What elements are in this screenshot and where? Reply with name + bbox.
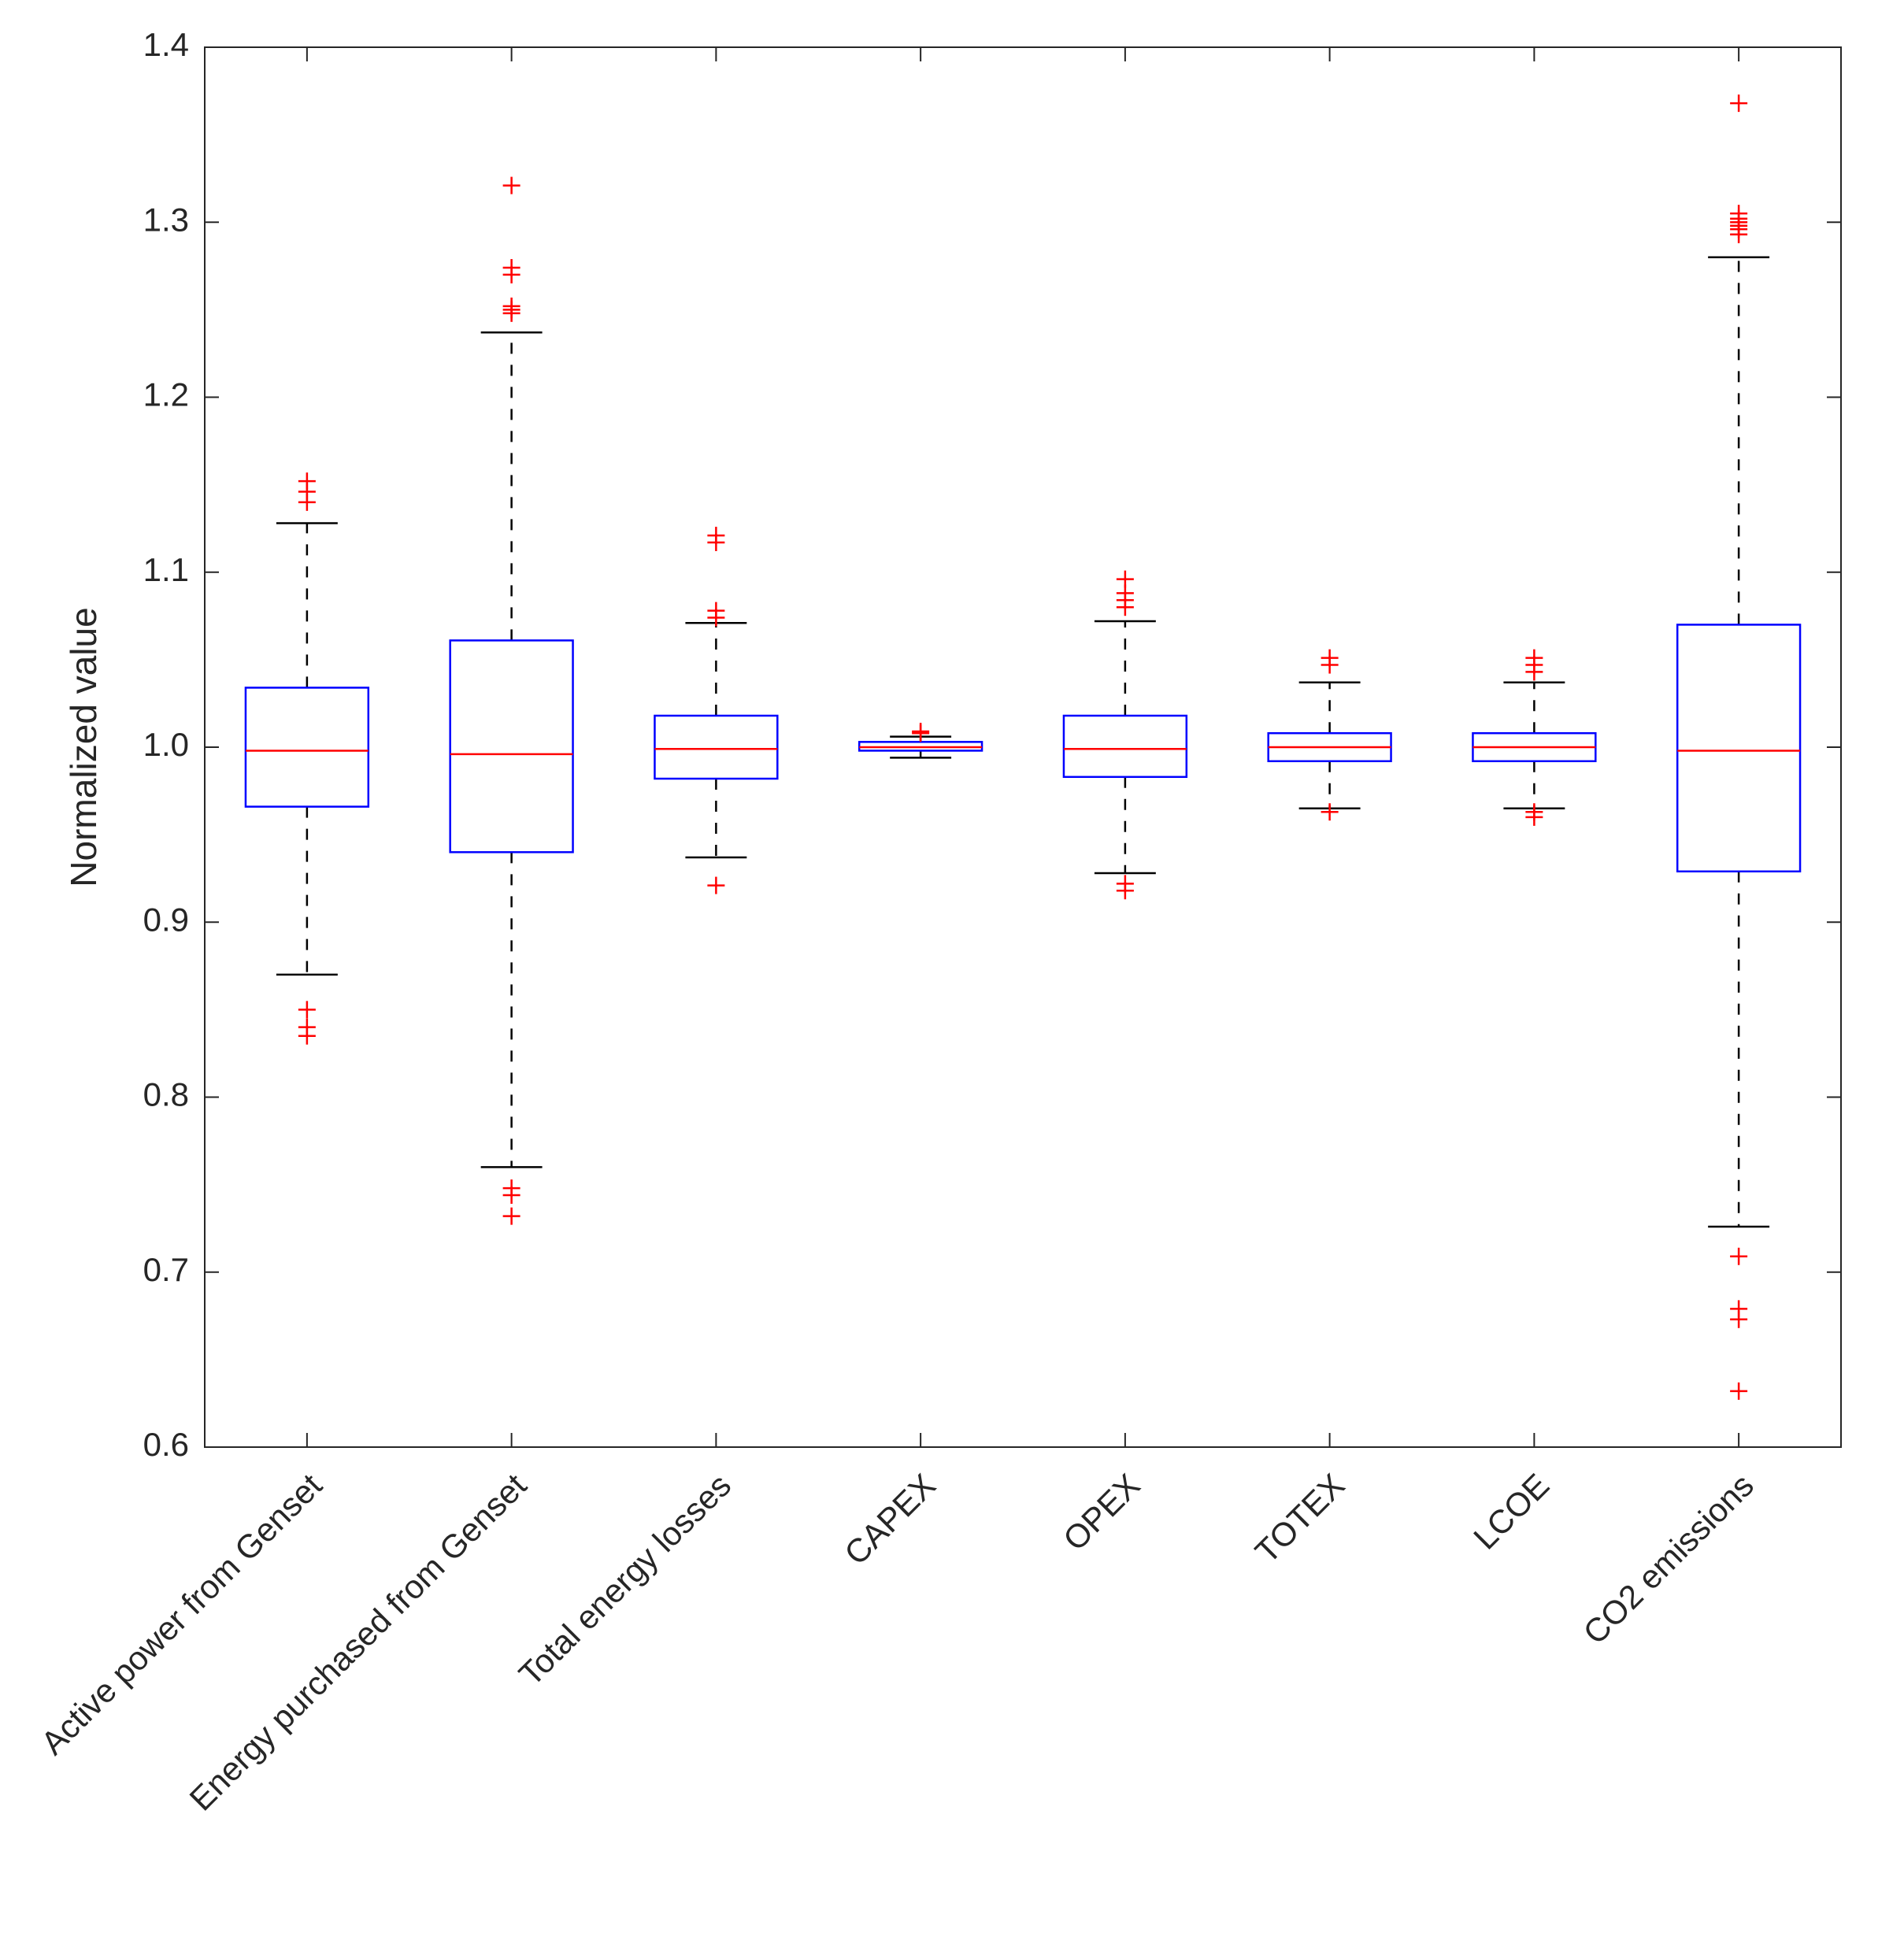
y-tick-label: 1.4 xyxy=(143,26,189,63)
y-tick-label: 0.6 xyxy=(143,1426,189,1463)
y-tick-label: 1.1 xyxy=(143,551,189,588)
y-tick-label: 1.3 xyxy=(143,201,189,238)
y-tick-label: 1.2 xyxy=(143,376,189,413)
y-tick-label: 0.8 xyxy=(143,1076,189,1113)
chart-svg: 0.60.70.80.91.01.11.21.31.4Active power … xyxy=(0,0,1904,1951)
y-axis-label: Normalized value xyxy=(63,607,104,887)
y-tick-label: 0.7 xyxy=(143,1251,189,1288)
y-tick-label: 1.0 xyxy=(143,726,189,763)
boxplot-chart: 0.60.70.80.91.01.11.21.31.4Active power … xyxy=(0,0,1904,1951)
y-tick-label: 0.9 xyxy=(143,901,189,938)
